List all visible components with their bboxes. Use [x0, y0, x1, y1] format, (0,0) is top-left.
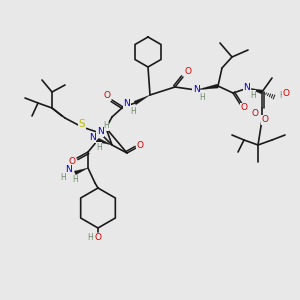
- Text: O: O: [136, 140, 143, 149]
- Text: O: O: [68, 157, 76, 166]
- Polygon shape: [134, 95, 150, 105]
- Text: O: O: [184, 67, 191, 76]
- Text: H: H: [87, 233, 93, 242]
- Polygon shape: [74, 168, 88, 175]
- Text: N: N: [244, 82, 250, 91]
- Polygon shape: [248, 88, 262, 94]
- Text: H: H: [130, 107, 136, 116]
- Text: N: N: [124, 100, 130, 109]
- Text: H: H: [250, 91, 256, 100]
- Text: N: N: [97, 128, 104, 136]
- Polygon shape: [97, 138, 112, 145]
- Text: O: O: [94, 233, 101, 242]
- Text: H: H: [199, 92, 205, 101]
- Text: H: H: [103, 122, 109, 130]
- Text: H: H: [72, 176, 78, 184]
- Text: N: N: [88, 134, 95, 142]
- Polygon shape: [196, 84, 218, 90]
- Text: S: S: [79, 119, 85, 129]
- Text: O: O: [241, 103, 248, 112]
- Text: N: N: [66, 166, 72, 175]
- Text: O: O: [251, 109, 259, 118]
- Text: N: N: [193, 85, 200, 94]
- Text: O: O: [283, 88, 290, 98]
- Text: H: H: [279, 92, 285, 100]
- Text: H: H: [96, 142, 102, 152]
- Text: H: H: [60, 173, 66, 182]
- Text: O: O: [262, 116, 268, 124]
- Text: O: O: [103, 92, 110, 100]
